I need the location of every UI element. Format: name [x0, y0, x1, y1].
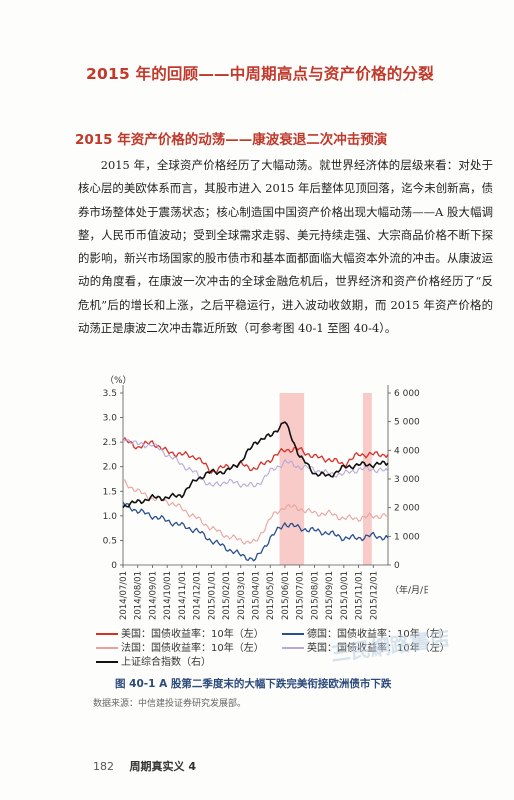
x-tick-label: 2014/12/01 — [193, 571, 203, 620]
series-line — [122, 501, 389, 562]
series-line — [122, 421, 389, 509]
x-tick-label: 2015/03/01 — [237, 571, 247, 620]
book-title: 周期真实义 4 — [129, 760, 196, 773]
legend-item: 上证综合指数（右） — [96, 653, 211, 668]
left-tick-label: 1.0 — [103, 512, 118, 522]
left-tick-label: 2.0 — [103, 463, 118, 473]
x-tick-label: 2015/02/01 — [222, 571, 232, 620]
legend-item: 美国：国债收益率：10年（左） — [96, 625, 264, 640]
legend-item: 英国：国债收益率：10年（左） — [282, 639, 450, 654]
page-number: 182 — [93, 760, 114, 773]
x-tick-label: 2015/07/01 — [296, 571, 306, 620]
legend-label: 英国：国债收益率：10年（左） — [307, 643, 450, 654]
x-tick-label: 2014/08/01 — [134, 571, 144, 620]
right-tick-label: 1 000 — [394, 532, 420, 542]
legend-swatch — [96, 647, 118, 649]
x-tick-label: 2015/09/01 — [325, 571, 335, 620]
paragraph: 2015 年，全球资产价格经历了大幅动荡。就世界经济体的层级来看：对处于核心层的… — [78, 158, 493, 336]
x-tick-label: 2014/07/01 — [119, 571, 129, 620]
left-tick-label: 0 — [111, 561, 117, 571]
series-line — [122, 436, 389, 488]
legend-item: 德国：国债收益率：10年（左） — [282, 625, 450, 640]
legend-swatch — [282, 633, 304, 635]
highlight-band — [362, 393, 372, 565]
figure-caption: 图 40-1 A 股第二季度末的大幅下跌完美衔接欧洲债市下跌 — [115, 678, 392, 690]
data-source: 数据来源：中信建投证券研究发展部。 — [93, 699, 247, 709]
right-tick-label: 4 000 — [394, 446, 420, 456]
chapter-heading: 2015 年的回顾——中周期高点与资产价格的分裂 — [86, 65, 434, 83]
highlight-band — [279, 393, 305, 565]
legend-label: 法国：国债收益率：10年（左） — [121, 643, 264, 654]
page-footer: 182 周期真实义 4 — [93, 758, 196, 774]
left-axis-unit: （%） — [105, 375, 132, 386]
series-line — [122, 479, 389, 545]
right-tick-label: 0 — [394, 561, 400, 571]
x-tick-label: 2015/12/01 — [369, 571, 379, 620]
body-text: 2015 年，全球资产价格经历了大幅动荡。就世界经济体的层级来看：对处于核心层的… — [78, 154, 493, 340]
left-tick-label: 2.5 — [103, 438, 117, 448]
x-tick-label: 2015/11/01 — [355, 571, 365, 620]
x-tick-label: 2015/04/01 — [252, 571, 262, 620]
x-tick-label: 2014/11/01 — [178, 571, 188, 620]
legend-swatch — [96, 633, 118, 635]
left-tick-label: 3.0 — [103, 414, 118, 424]
x-tick-label: 2015/01/01 — [207, 571, 217, 620]
x-tick-label: 2015/10/01 — [340, 571, 350, 620]
legend-swatch — [96, 661, 118, 663]
legend-item: 法国：国债收益率：10年（左） — [96, 639, 264, 654]
x-axis-unit: （年/月/日） — [390, 584, 428, 596]
section-heading: 2015 年资产价格的动荡——康波衰退二次冲击预演 — [75, 132, 388, 148]
left-tick-label: 0.5 — [103, 536, 117, 546]
yield-index-chart: 0 0.5 1.0 1.5 2.0 2.5 3.0 3.5 0 1 000 2 000 3 000 4 … — [103, 375, 428, 620]
legend-label: 上证综合指数（右） — [121, 657, 211, 668]
right-tick-label: 3 000 — [394, 475, 420, 485]
legend-label: 德国：国债收益率：10年（左） — [307, 629, 450, 640]
legend-swatch — [282, 647, 304, 649]
x-tick-label: 2014/10/01 — [163, 571, 173, 620]
left-tick-label: 3.5 — [103, 389, 117, 399]
right-tick-label: 2 000 — [394, 504, 420, 514]
x-tick-label: 2014/09/01 — [148, 571, 158, 620]
x-tick-label: 2015/08/01 — [310, 571, 320, 620]
x-tick-label: 2015/05/01 — [266, 571, 276, 620]
x-tick-label: 2015/06/01 — [281, 571, 291, 620]
legend-label: 美国：国债收益率：10年（左） — [121, 629, 264, 640]
right-tick-label: 5 000 — [394, 418, 420, 428]
left-tick-label: 1.5 — [103, 487, 117, 497]
right-tick-label: 6 000 — [394, 389, 420, 399]
